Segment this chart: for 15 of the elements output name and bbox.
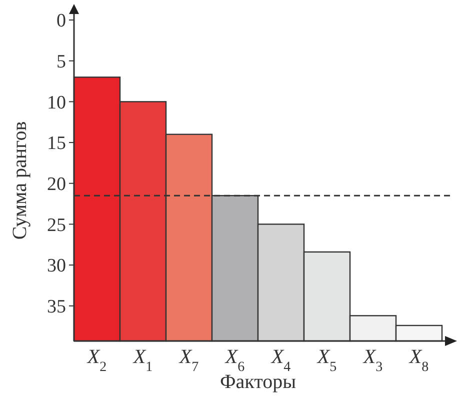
y-axis-title: Сумма рангов <box>9 121 31 240</box>
y-tick-label: 0 <box>56 10 66 32</box>
x-tick-label: X$_{7}$ <box>178 346 199 374</box>
y-tick-label: 30 <box>47 256 66 277</box>
y-tick-label: 10 <box>47 92 66 114</box>
x-tick-label: X$_{1}$ <box>132 346 153 374</box>
x-tick-label: X$_{5}$ <box>316 346 337 374</box>
x-tick-label: X$_{3}$ <box>362 346 383 374</box>
y-tick-label: 15 <box>47 133 66 154</box>
y-tick-label: 35 <box>47 296 66 318</box>
x-tick-label: X$_{8}$ <box>408 346 429 374</box>
x-tick-label: X$_{2}$ <box>86 346 107 374</box>
y-tick-label: 5 <box>56 51 66 72</box>
y-tick-label: 20 <box>47 174 66 196</box>
y-tick-label: 25 <box>47 214 66 236</box>
